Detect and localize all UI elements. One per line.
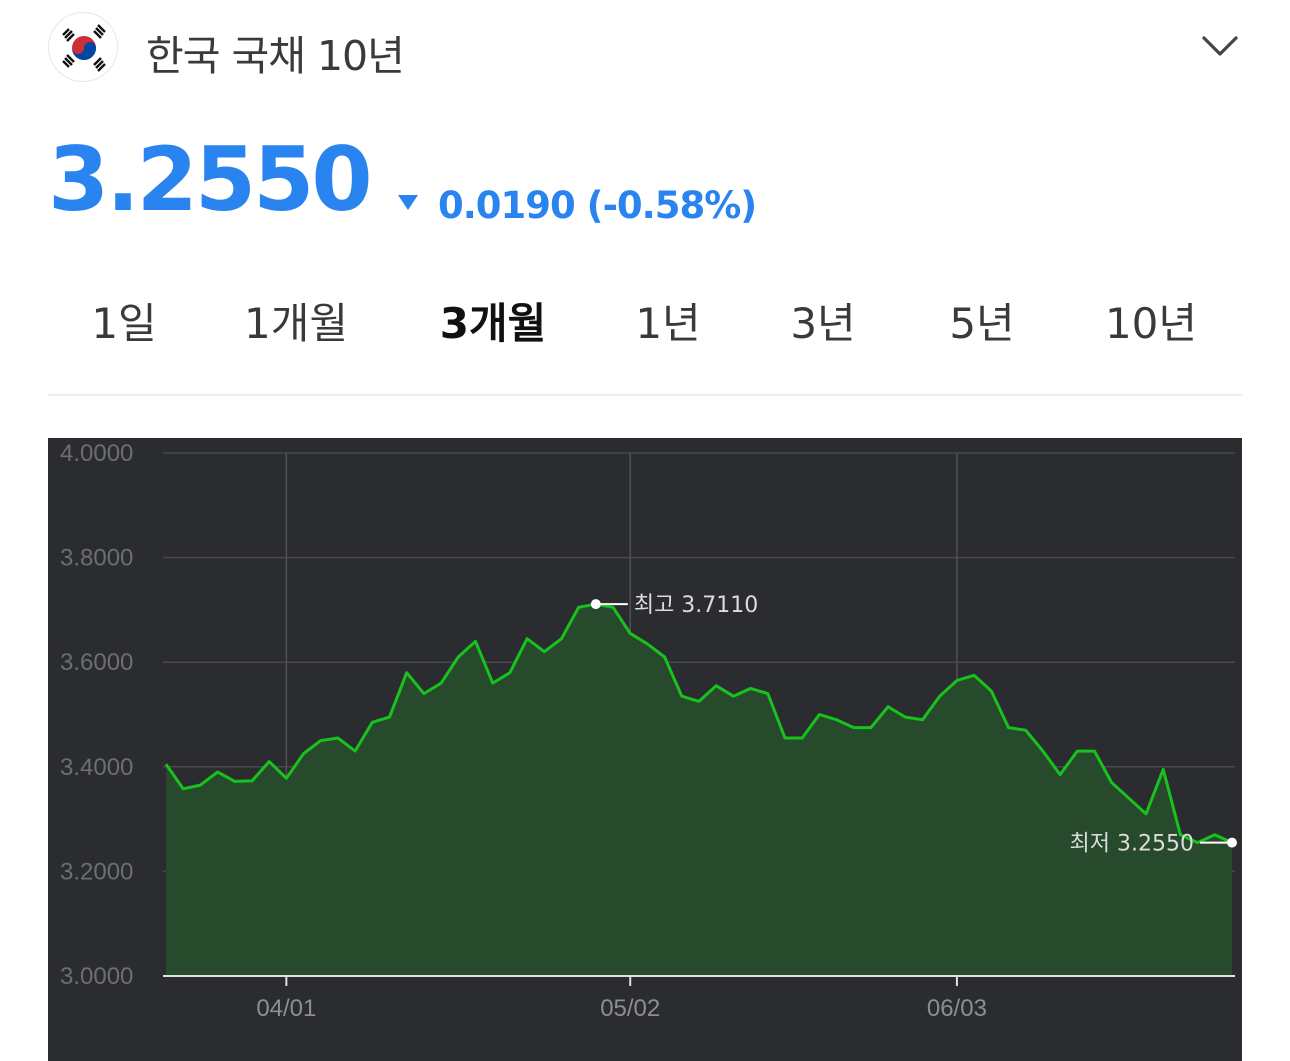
series-area bbox=[166, 604, 1232, 976]
y-tick-label: 4.0000 bbox=[60, 440, 133, 467]
yield-chart[interactable]: 4.0000 3.8000 3.6000 3.4000 3.2000 3.0000 04/0… bbox=[48, 438, 1242, 1061]
tab-10y[interactable]: 10년 bbox=[1104, 299, 1198, 348]
min-annotation-label: 최저 3.2550 bbox=[1070, 832, 1194, 857]
quote-row: 3.2550 0.0190 (-0.58%) bbox=[48, 128, 1048, 238]
x-tick-label: 06/03 bbox=[927, 995, 987, 1022]
current-price: 3.2550 bbox=[48, 128, 373, 231]
down-triangle-icon bbox=[398, 195, 418, 210]
y-tick-label: 3.2000 bbox=[60, 858, 133, 885]
price-change: 0.0190 (-0.58%) bbox=[438, 184, 757, 227]
tab-5y[interactable]: 5년 bbox=[949, 299, 1015, 348]
y-tick-label: 3.0000 bbox=[60, 963, 133, 990]
y-tick-label: 3.8000 bbox=[60, 545, 133, 572]
tab-1m[interactable]: 1개월 bbox=[243, 299, 349, 348]
divider bbox=[48, 394, 1242, 396]
chevron-down-icon[interactable] bbox=[1200, 26, 1240, 66]
header: 한국 국채 10년 bbox=[48, 10, 1248, 86]
annotation-marker bbox=[1227, 837, 1237, 848]
period-tabs: 1일 1개월 3개월 1년 3년 5년 10년 bbox=[48, 290, 1242, 356]
annotation-marker bbox=[590, 599, 601, 610]
south-korea-flag-icon bbox=[48, 12, 118, 82]
max-annotation-label: 최고 3.7110 bbox=[634, 593, 758, 618]
tab-3m[interactable]: 3개월 bbox=[439, 299, 547, 348]
y-tick-label: 3.4000 bbox=[60, 754, 133, 781]
page-title: 한국 국채 10년 bbox=[146, 32, 405, 80]
x-tick-label: 04/01 bbox=[256, 995, 316, 1022]
tab-1d[interactable]: 1일 bbox=[91, 299, 157, 348]
series-line bbox=[164, 602, 1233, 845]
tab-1y[interactable]: 1년 bbox=[635, 299, 701, 348]
chart-canvas: 4.0000 3.8000 3.6000 3.4000 3.2000 3.0000 04/0… bbox=[60, 440, 1237, 1022]
tab-3y[interactable]: 3년 bbox=[790, 299, 856, 348]
y-tick-label: 3.6000 bbox=[60, 649, 133, 676]
x-tick-label: 05/02 bbox=[600, 995, 660, 1022]
